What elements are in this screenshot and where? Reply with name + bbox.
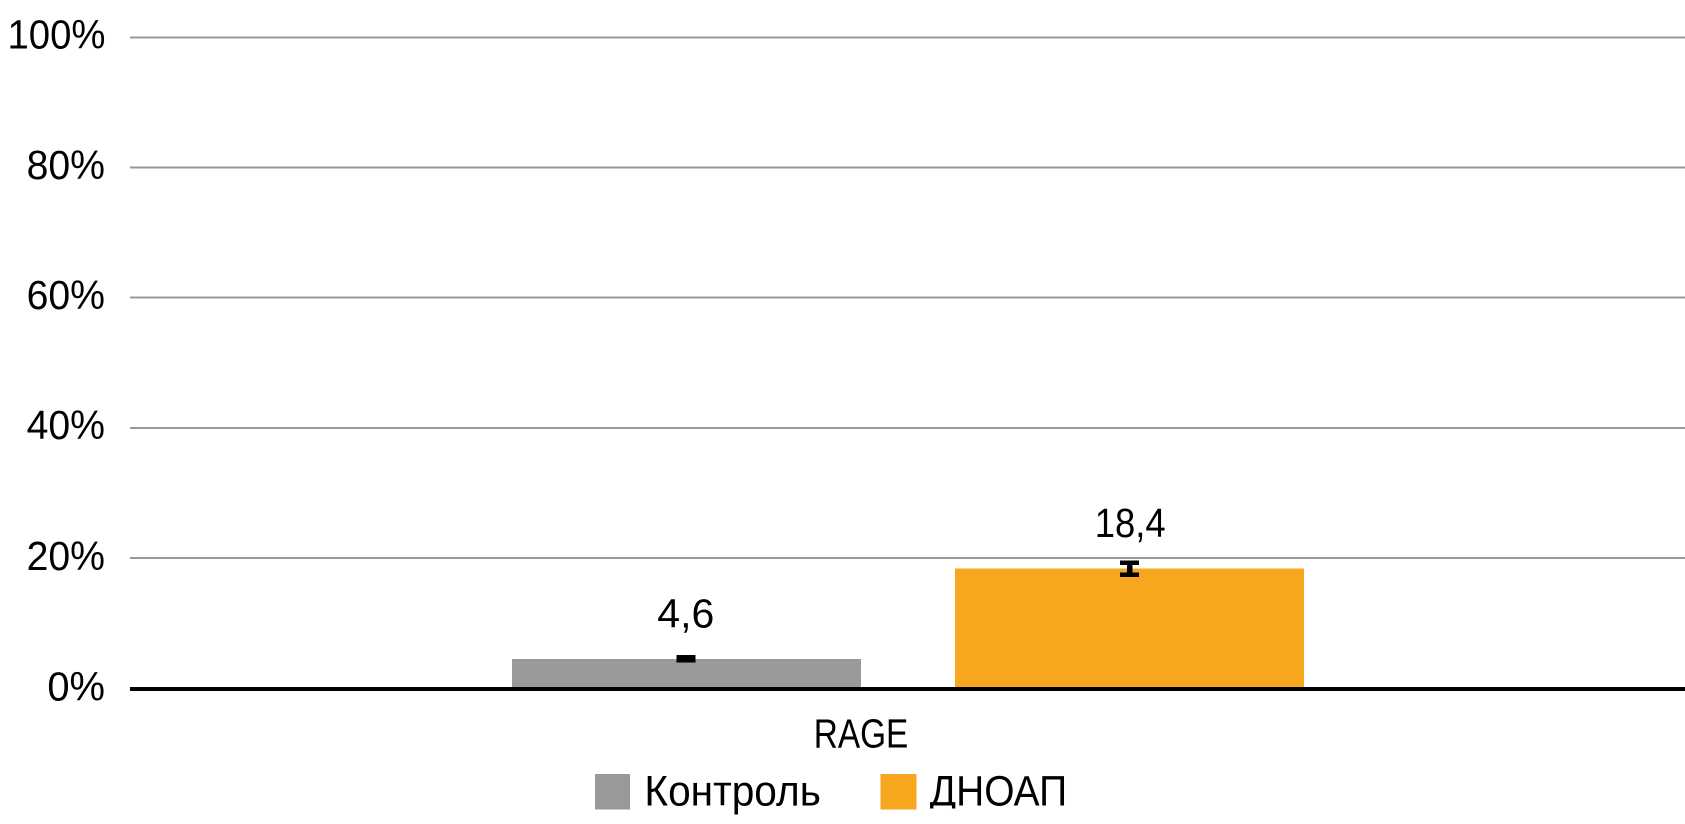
svg-text:100%: 100% [7,12,105,57]
svg-text:0%: 0% [47,663,105,710]
svg-text:4,6: 4,6 [657,591,714,637]
svg-text:18,4: 18,4 [1095,501,1166,546]
svg-text:80%: 80% [27,143,105,188]
svg-text:40%: 40% [27,403,105,448]
svg-text:RAGE: RAGE [814,710,909,756]
svg-text:20%: 20% [27,534,105,579]
svg-text:Контроль: Контроль [644,766,820,814]
svg-text:60%: 60% [27,273,105,318]
svg-text:ДНОАП: ДНОАП [930,767,1067,815]
